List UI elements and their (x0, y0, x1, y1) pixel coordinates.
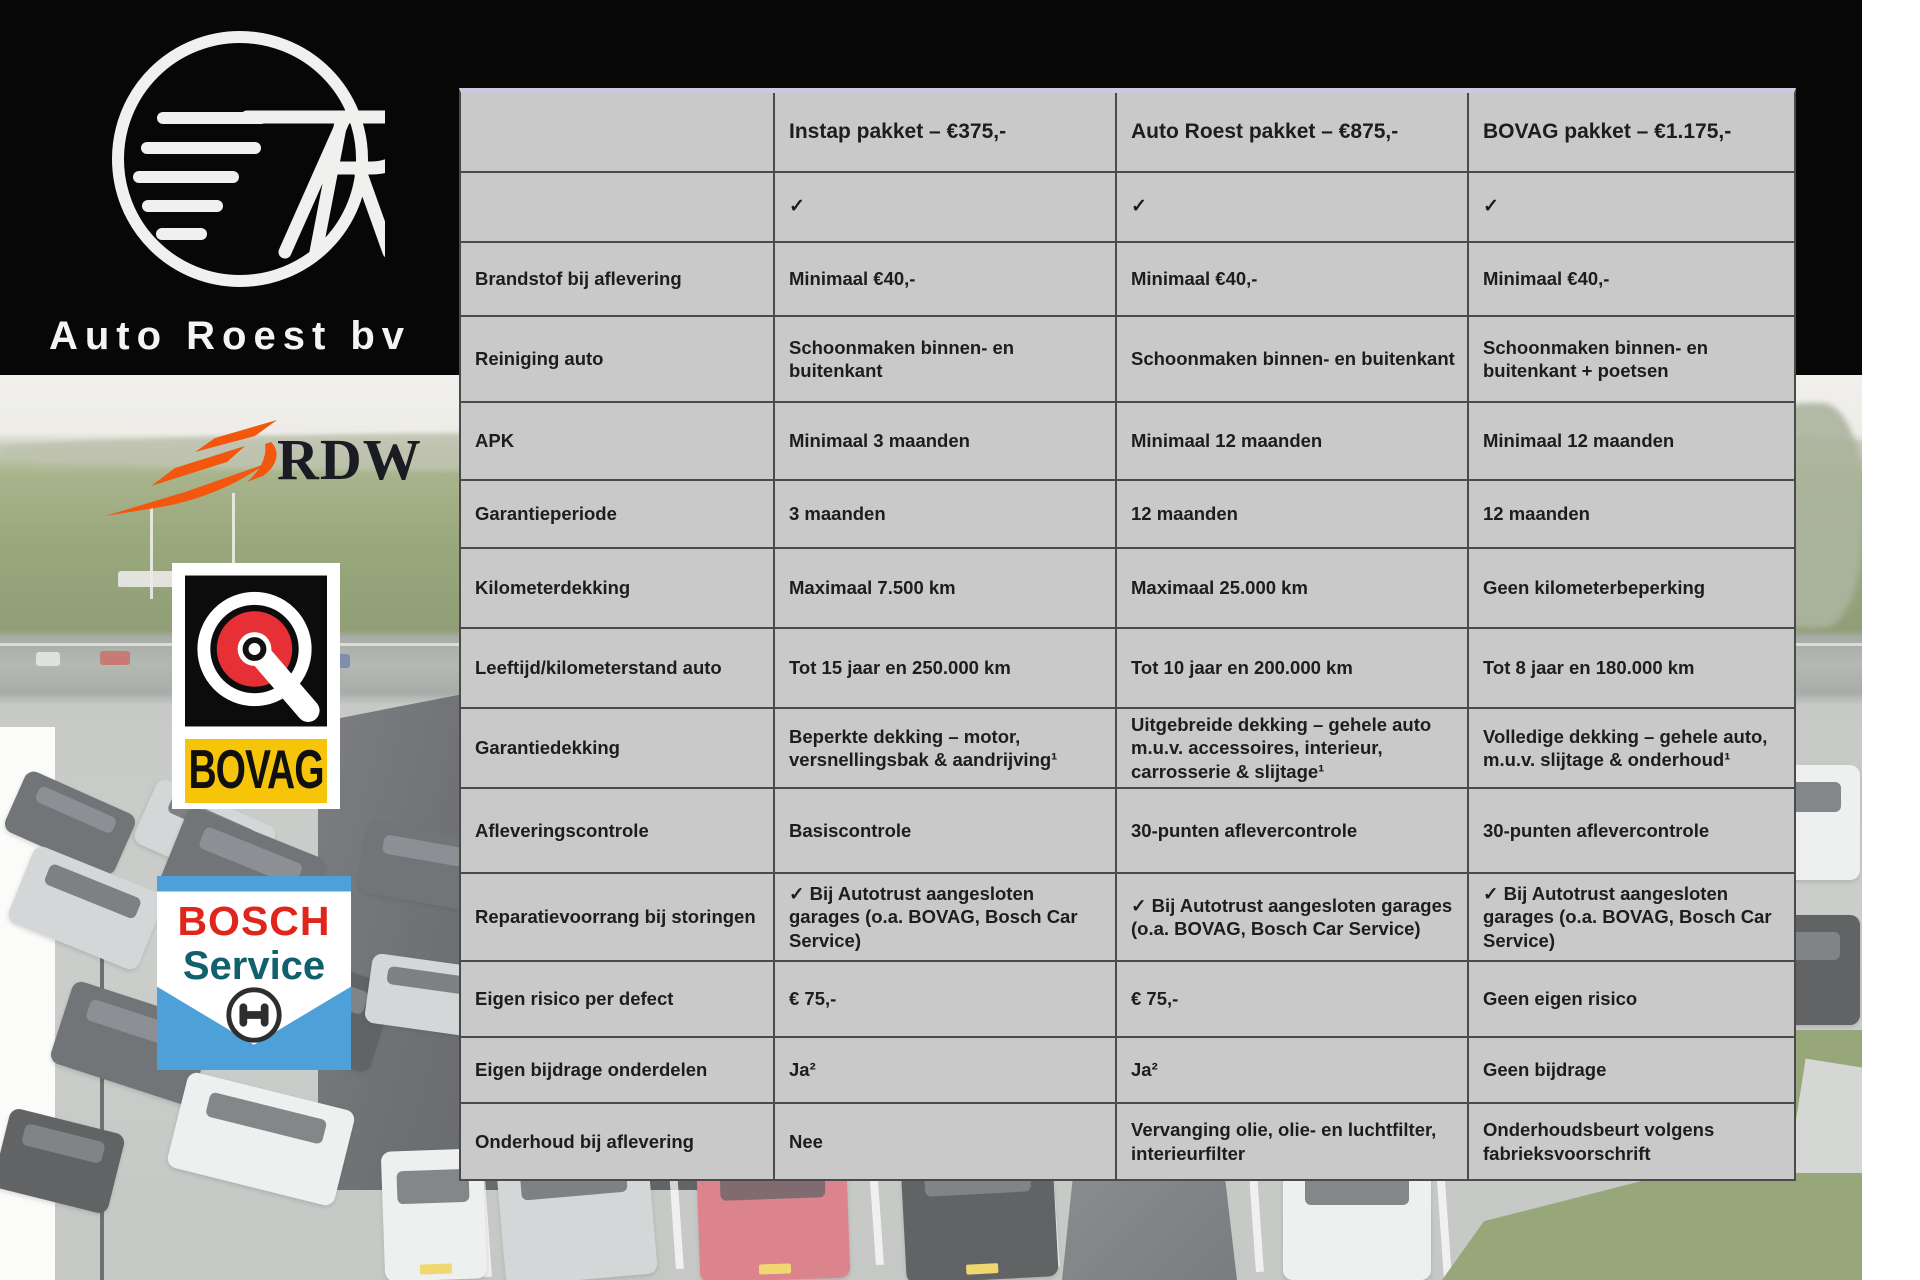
package-cell: Geen bijdrage (1469, 1038, 1794, 1104)
package-cell: Volledige dekking – gehele auto, m.u.v. … (1469, 709, 1794, 789)
package-cell: Minimaal €40,- (1469, 243, 1794, 317)
included-checkmark: ✓ (775, 173, 1117, 243)
bovag-yellow-band: BOVAG (185, 739, 327, 803)
package-cell: Minimaal 12 maanden (1469, 403, 1794, 481)
package-cell: Geen kilometerbeperking (1469, 549, 1794, 629)
distant-car (36, 652, 60, 666)
distant-car (100, 651, 130, 665)
package-cell: ✓ Bij Autotrust aangesloten garages (o.a… (1469, 874, 1794, 962)
package-cell: 3 maanden (775, 481, 1117, 549)
package-cell: Tot 10 jaar en 200.000 km (1117, 629, 1469, 709)
included-checkmark: ✓ (1117, 173, 1469, 243)
bosch-service-text: Service (182, 944, 326, 988)
trailer-shape (118, 571, 188, 587)
lamp-post (100, 947, 104, 1280)
package-cell: Minimaal €40,- (775, 243, 1117, 317)
auto-roest-logo-icon (112, 31, 385, 287)
package-column-header: Instap pakket – €375,- (775, 93, 1117, 173)
row-label: Reparatievoorrang bij storingen (461, 874, 775, 962)
package-cell: Onderhoudsbeurt volgens fabrieksvoorschr… (1483, 1119, 1715, 1164)
row-label: APK (461, 403, 775, 481)
rdw-wing-icon (105, 420, 277, 516)
bovag-logo-text: BOVAG (188, 740, 324, 801)
package-cell: 30-punten aflevercontrole (1469, 789, 1794, 874)
row-label: Afleveringscontrole (461, 789, 775, 874)
package-cell: ✓ Bij Autotrust aangesloten garages (o.a… (1117, 874, 1469, 962)
rdw-logo: RDW (95, 412, 435, 527)
license-plate (419, 1263, 453, 1275)
row-label (461, 173, 775, 243)
bovag-logo: BOVAG (172, 563, 340, 809)
package-cell: Ja² (775, 1038, 1117, 1104)
row-label: Garantiedekking (461, 709, 775, 789)
package-cell: Minimaal 12 maanden (1117, 403, 1469, 481)
package-cell: Vervanging olie, olie- en luchtfilter, i… (1117, 1104, 1469, 1179)
bovag-emblem-icon (185, 575, 327, 727)
package-column-header: Auto Roest pakket – €875,- (1117, 93, 1469, 173)
parking-line (1436, 1166, 1452, 1280)
package-cell: 12 maanden (1117, 481, 1469, 549)
package-cell: € 75,- (1117, 962, 1469, 1038)
package-cell: € 75,- (775, 962, 1117, 1038)
package-cell: Maximaal 25.000 km (1117, 549, 1469, 629)
package-cell: Schoonmaken binnen- en buitenkant (775, 317, 1117, 403)
package-cell: Uitgebreide dekking – gehele auto m.u.v.… (1117, 709, 1469, 789)
row-label: Leeftijd/kilometerstand auto (461, 629, 775, 709)
grass-verge (1442, 1173, 1862, 1280)
bosch-service-logo: BOSCH Service (157, 876, 351, 1070)
package-cell: 30-punten aflevercontrole (1117, 789, 1469, 874)
package-cell: Schoonmaken binnen- en buitenkant + poet… (1469, 317, 1794, 403)
package-cell: Minimaal €40,- (1117, 243, 1469, 317)
row-label: Brandstof bij aflevering (461, 243, 775, 317)
package-cell: Schoonmaken binnen- en buitenkant (1117, 317, 1469, 403)
package-column-header: BOVAG pakket – €1.175,- (1469, 93, 1794, 173)
row-label: Onderhoud bij aflevering (461, 1104, 775, 1179)
row-label: Eigen bijdrage onderdelen (461, 1038, 775, 1104)
flag-mast (150, 503, 153, 599)
package-cell: Tot 15 jaar en 250.000 km (775, 629, 1117, 709)
row-label: Garantieperiode (461, 481, 775, 549)
package-cell: ✓ Bij Autotrust aangesloten garages (o.a… (775, 874, 1117, 962)
table-corner-cell (461, 93, 775, 173)
package-cell: Beperkte dekking – motor, versnellingsba… (775, 709, 1117, 789)
included-checkmark: ✓ (1469, 173, 1794, 243)
package-cell: Basiscontrole (775, 789, 1117, 874)
company-name: Auto Roest bv (48, 314, 412, 358)
package-cell: 12 maanden (1469, 481, 1794, 549)
package-cell: Maximaal 7.500 km (775, 549, 1117, 629)
bosch-armature-icon (226, 987, 282, 1043)
package-comparison-table: Instap pakket – €375,- Auto Roest pakket … (459, 88, 1796, 1181)
license-plate (758, 1263, 792, 1275)
package-cell: Nee (775, 1104, 1117, 1179)
package-cell: Ja² (1117, 1038, 1469, 1104)
package-cell: Minimaal 3 maanden (775, 403, 1117, 481)
license-plate (965, 1263, 999, 1275)
package-cell: Geen eigen risico (1469, 962, 1794, 1038)
flag-mast (232, 493, 235, 599)
row-label: Eigen risico per defect (461, 962, 775, 1038)
rdw-logo-text: RDW (277, 427, 422, 492)
bosch-logo-text: BOSCH (177, 898, 331, 944)
row-label: Kilometerdekking (461, 549, 775, 629)
package-cell: Tot 8 jaar en 180.000 km (1469, 629, 1794, 709)
row-label: Reiniging auto (461, 317, 775, 403)
